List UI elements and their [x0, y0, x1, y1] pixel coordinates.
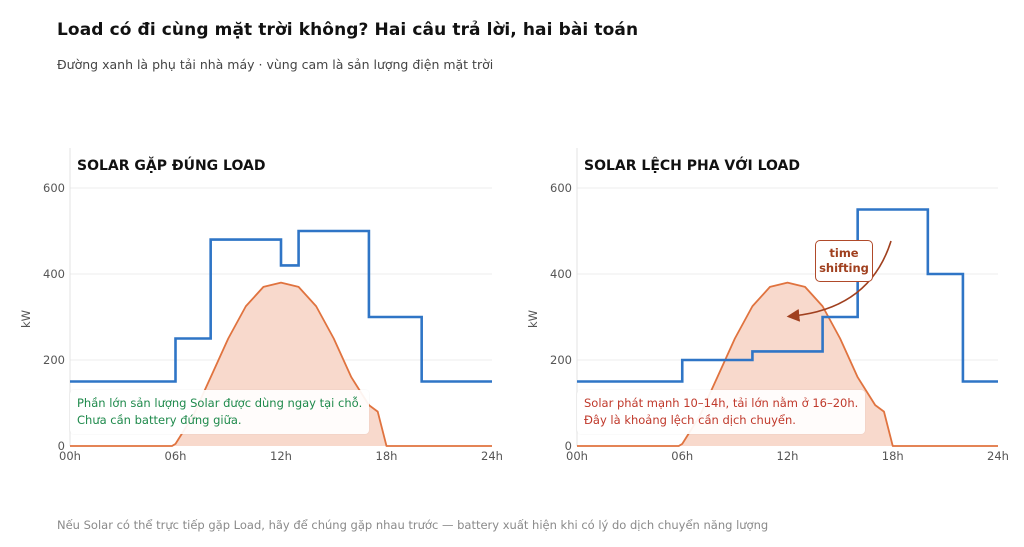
- time-shifting-line-2: shifting: [819, 261, 869, 275]
- page-subtitle: Đường xanh là phụ tải nhà máy · vùng cam…: [57, 57, 494, 72]
- panel-1-xtick-06h: 06h: [165, 449, 187, 463]
- panel-1-note-line-2: Chưa cần battery đứng giữa.: [77, 413, 242, 427]
- panel-1-ytick-600: 600: [43, 181, 65, 195]
- panel-2-xtick-18h: 18h: [882, 449, 904, 463]
- panel-1-ytick-0: 0: [58, 439, 65, 453]
- panel-2-xtick-00h: 00h: [566, 449, 588, 463]
- panel-2-ytick-600: 600: [550, 181, 572, 195]
- panel-2-load-line: [577, 208, 998, 383]
- panel-2-ytick-400: 400: [550, 267, 572, 281]
- panel-2-xtick-06h: 06h: [671, 449, 693, 463]
- panel-1-xtick-18h: 18h: [376, 449, 398, 463]
- time-shifting-arrow: [786, 240, 892, 322]
- panel-2-note-line-2: Đây là khoảng lệch cần dịch chuyển.: [584, 413, 796, 427]
- panel-1-xtick-24h: 24h: [481, 449, 503, 463]
- footer-note: Nếu Solar có thể trực tiếp gặp Load, hãy…: [57, 518, 769, 532]
- panel-1-load-line: [70, 229, 492, 383]
- panel-2-solar-area: [577, 282, 998, 446]
- panel-2-ytick-200: 200: [550, 353, 572, 367]
- panel-2-note: Solar phát mạnh 10–14h, tải lớn nằm ở 16…: [577, 390, 866, 434]
- panel-2-title: SOLAR LỆCH PHA VỚI LOAD: [584, 156, 800, 174]
- panel-1-xtick-12h: 12h: [270, 449, 292, 463]
- panel-1-ytick-200: 200: [43, 353, 65, 367]
- panel-1-note: Phần lớn sản lượng Solar được dùng ngay …: [70, 390, 370, 434]
- time-shifting-line-1: time: [829, 246, 859, 260]
- panel-1-note-line-1: Phần lớn sản lượng Solar được dùng ngay …: [77, 396, 363, 410]
- panel-2-xtick-12h: 12h: [777, 449, 799, 463]
- panel-1-ylabel: kW: [19, 310, 33, 328]
- panel-2-xtick-24h: 24h: [987, 449, 1009, 463]
- panel-1-solar-area: [70, 282, 492, 446]
- panel-1-title: SOLAR GẶP ĐÚNG LOAD: [77, 156, 265, 174]
- panel-2-note-line-1: Solar phát mạnh 10–14h, tải lớn nằm ở 16…: [584, 396, 859, 410]
- panel-2-ylabel: kW: [526, 310, 540, 328]
- panel-1-xtick-00h: 00h: [59, 449, 81, 463]
- page-title: Load có đi cùng mặt trời không? Hai câu …: [57, 20, 639, 40]
- panel-1-ytick-400: 400: [43, 267, 65, 281]
- time-shifting-annotation: time shifting: [815, 240, 873, 282]
- panel-2-ytick-0: 0: [565, 439, 572, 453]
